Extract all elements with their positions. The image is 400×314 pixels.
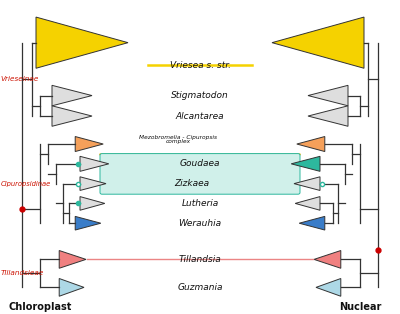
Text: Nuclear: Nuclear xyxy=(339,302,381,312)
Text: Alcantarea: Alcantarea xyxy=(176,111,224,121)
Polygon shape xyxy=(308,106,348,126)
Text: Cipuropsidinae: Cipuropsidinae xyxy=(1,181,51,187)
Text: Mezobromelia - Cipuropsis: Mezobromelia - Cipuropsis xyxy=(139,135,217,140)
FancyBboxPatch shape xyxy=(100,154,300,155)
Polygon shape xyxy=(291,156,320,171)
Polygon shape xyxy=(295,197,320,210)
Polygon shape xyxy=(59,251,86,268)
Text: Chloroplast: Chloroplast xyxy=(8,302,72,312)
Text: Zizkaea: Zizkaea xyxy=(174,179,210,188)
Text: complex: complex xyxy=(166,139,190,144)
Polygon shape xyxy=(52,85,92,106)
Text: Vrieseinae: Vrieseinae xyxy=(1,76,39,82)
Polygon shape xyxy=(75,137,103,152)
Polygon shape xyxy=(75,216,101,230)
Text: Stigmatodon: Stigmatodon xyxy=(171,91,229,100)
Polygon shape xyxy=(36,17,128,68)
Polygon shape xyxy=(316,279,341,296)
Text: Guzmania: Guzmania xyxy=(177,283,223,292)
Text: Vriesea s. str.: Vriesea s. str. xyxy=(170,62,230,70)
Text: Goudaea: Goudaea xyxy=(180,159,220,168)
Polygon shape xyxy=(299,216,325,230)
Text: Tillandsia: Tillandsia xyxy=(179,255,221,264)
Polygon shape xyxy=(52,106,92,126)
Polygon shape xyxy=(314,251,341,268)
FancyBboxPatch shape xyxy=(100,154,300,194)
Text: Lutheria: Lutheria xyxy=(181,199,219,208)
Polygon shape xyxy=(59,279,84,296)
Polygon shape xyxy=(294,177,320,191)
Polygon shape xyxy=(80,177,106,191)
Text: Tillandsieae: Tillandsieae xyxy=(1,270,44,276)
Text: Werauhia: Werauhia xyxy=(178,219,222,228)
Polygon shape xyxy=(80,156,109,171)
Polygon shape xyxy=(297,137,325,152)
Polygon shape xyxy=(308,85,348,106)
Polygon shape xyxy=(272,17,364,68)
Polygon shape xyxy=(80,197,105,210)
